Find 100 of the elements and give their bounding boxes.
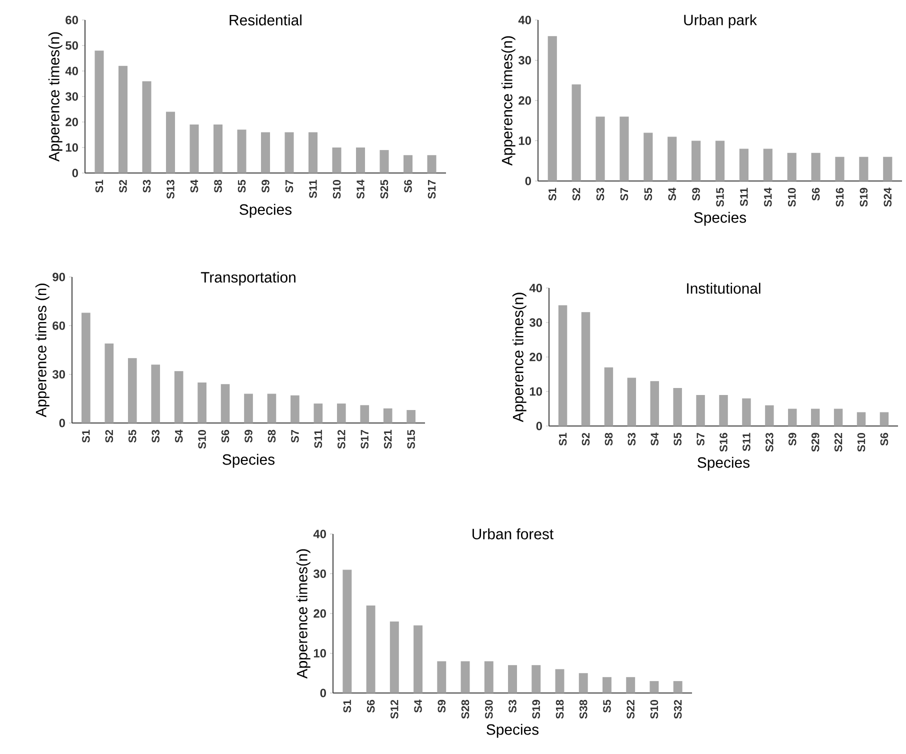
x-tick-label: S19 xyxy=(532,700,540,719)
bar xyxy=(260,132,270,173)
bar xyxy=(174,371,184,424)
x-tick-label: S7 xyxy=(620,188,628,201)
chart-title: Transportation xyxy=(200,272,296,286)
y-tick-label: 30 xyxy=(518,56,531,64)
x-tick-label: S12 xyxy=(390,700,398,719)
bar xyxy=(213,124,223,173)
y-tick-label: 10 xyxy=(518,136,531,145)
bar xyxy=(627,378,636,426)
x-tick-label: S8 xyxy=(214,180,222,193)
bar xyxy=(94,50,104,173)
bar xyxy=(715,140,725,182)
x-tick-label: S2 xyxy=(572,188,580,201)
x-tick-label: S38 xyxy=(579,700,588,719)
bar xyxy=(332,148,342,173)
x-tick-label: S2 xyxy=(582,432,590,446)
x-tick-label: S28 xyxy=(461,700,470,719)
bar xyxy=(739,148,749,182)
x-tick-label: S9 xyxy=(262,180,270,193)
x-axis-title: Species xyxy=(694,212,746,226)
chart-title: Residential xyxy=(230,14,302,26)
bar xyxy=(883,156,892,182)
x-tick-label: S6 xyxy=(221,430,230,443)
bar xyxy=(856,412,866,426)
bar xyxy=(692,140,701,182)
x-tick-label: S22 xyxy=(834,432,842,452)
bar xyxy=(673,681,682,694)
y-axis-title: Apperence times(n) xyxy=(48,32,62,162)
y-tick-label: 0 xyxy=(320,688,326,698)
x-tick-label: S15 xyxy=(716,188,724,207)
x-tick-label: S3 xyxy=(142,180,151,193)
chart-title: Urban park xyxy=(684,14,757,28)
x-tick-label: S19 xyxy=(860,188,868,207)
x-tick-label: S30 xyxy=(485,700,493,719)
y-tick-label: 20 xyxy=(314,609,326,618)
x-tick-label: S15 xyxy=(407,430,415,449)
bar xyxy=(142,81,152,173)
x-tick-label: S1 xyxy=(82,430,90,443)
x-tick-label: S10 xyxy=(198,430,206,449)
x-tick-label: S5 xyxy=(238,180,246,193)
y-axis-title: Apperence times (n) xyxy=(35,284,50,418)
bar xyxy=(403,155,413,173)
x-tick-label: S2 xyxy=(105,430,114,443)
y-tick-label: 40 xyxy=(313,530,326,538)
y-axis-title: Apperence times(n) xyxy=(501,36,516,166)
x-tick-label: S23 xyxy=(766,432,774,452)
bar xyxy=(198,382,206,424)
x-tick-label: S11 xyxy=(314,430,322,448)
bar xyxy=(437,661,446,694)
x-tick-label: S7 xyxy=(291,430,299,443)
bar xyxy=(314,404,323,424)
x-tick-label: S5 xyxy=(128,430,136,443)
bar xyxy=(673,388,682,426)
bar xyxy=(118,66,128,173)
bar xyxy=(244,394,253,424)
bar xyxy=(650,681,659,694)
y-tick-label: 10 xyxy=(530,387,542,396)
x-tick-label: S1 xyxy=(558,432,567,446)
bar xyxy=(668,136,677,182)
bar xyxy=(166,112,176,173)
y-tick-label: 40 xyxy=(529,284,542,292)
bar xyxy=(834,408,843,426)
y-tick-label: 60 xyxy=(66,16,78,24)
x-tick-label: S18 xyxy=(556,700,564,719)
x-tick-label: S1 xyxy=(548,188,556,201)
x-tick-label: S29 xyxy=(811,432,820,452)
x-tick-label: S10 xyxy=(788,188,796,207)
bar xyxy=(626,677,636,694)
x-tick-label: S2 xyxy=(119,180,127,193)
y-axis-title: Apperence times(n) xyxy=(512,292,526,422)
y-tick-label: 20 xyxy=(518,96,531,105)
bar xyxy=(290,395,300,424)
bar xyxy=(572,84,581,182)
x-tick-label: S3 xyxy=(152,430,160,443)
bar xyxy=(532,665,541,694)
y-tick-label: 20 xyxy=(66,118,78,126)
x-tick-label: S21 xyxy=(384,430,392,449)
bar xyxy=(390,621,399,694)
x-tick-label: S6 xyxy=(812,188,820,201)
y-tick-label: 0 xyxy=(525,176,531,186)
bar xyxy=(602,677,612,694)
y-tick-label: 90 xyxy=(52,272,65,282)
bar xyxy=(383,408,392,424)
y-tick-label: 40 xyxy=(65,66,78,76)
x-axis-title: Species xyxy=(698,456,750,471)
bar xyxy=(308,132,318,173)
bar xyxy=(460,661,470,694)
x-tick-label: S9 xyxy=(788,432,796,446)
bar xyxy=(342,570,352,694)
y-tick-label: 10 xyxy=(314,649,326,658)
bar xyxy=(336,404,346,424)
bar xyxy=(787,152,796,182)
x-tick-label: S24 xyxy=(884,188,892,207)
x-tick-label: S3 xyxy=(596,188,604,201)
bar xyxy=(237,130,246,173)
x-tick-label: S10 xyxy=(857,432,866,452)
x-tick-label: S5 xyxy=(644,188,652,201)
x-tick-label: S4 xyxy=(190,180,198,193)
bar xyxy=(811,152,820,182)
